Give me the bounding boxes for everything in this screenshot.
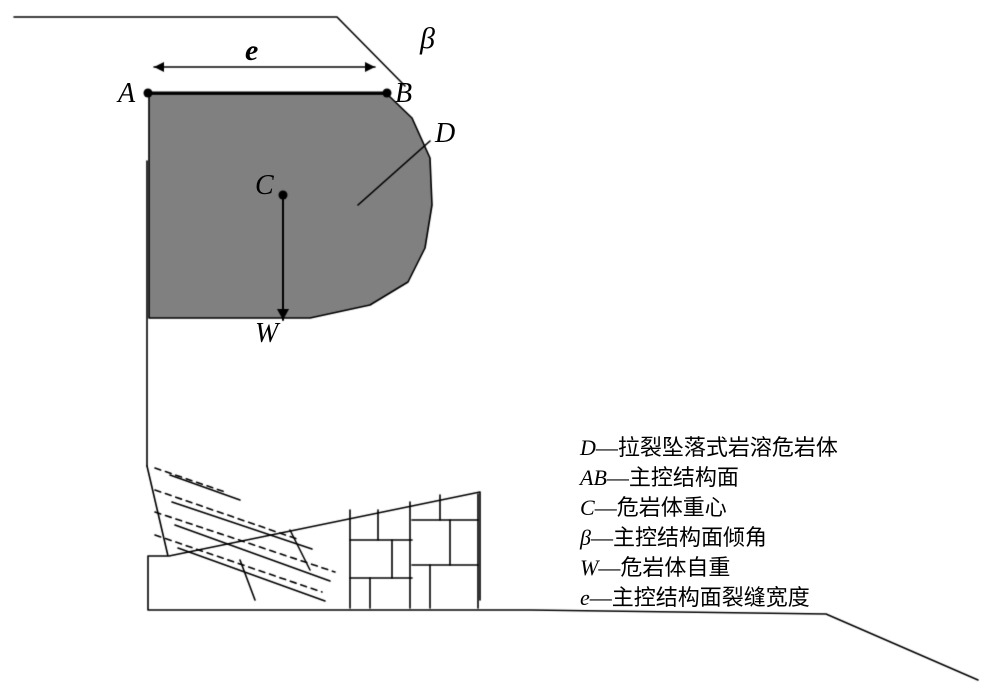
- legend-item: W—危岩体自重: [580, 550, 730, 582]
- label-e: e: [245, 34, 258, 68]
- legend-item: β—主控结构面倾角: [580, 520, 767, 552]
- legend-item: AB—主控结构面: [580, 460, 739, 492]
- label-A: A: [118, 78, 135, 110]
- label-W: W: [255, 318, 278, 350]
- legend-symbol: C: [580, 495, 595, 520]
- legend-text: —危岩体自重: [598, 555, 730, 580]
- label-C: C: [255, 170, 274, 202]
- legend-text: —主控结构面: [607, 465, 739, 490]
- legend-symbol: AB: [580, 465, 607, 490]
- legend-item: C—危岩体重心: [580, 490, 727, 522]
- diagram-canvas: [0, 0, 1000, 683]
- legend-symbol: W: [580, 555, 598, 580]
- legend-item: D—拉裂坠落式岩溶危岩体: [580, 430, 838, 462]
- label-D: D: [435, 118, 455, 150]
- label-B: B: [395, 78, 412, 110]
- legend-symbol: β: [580, 525, 591, 550]
- label-beta: β: [420, 22, 435, 56]
- legend-text: —拉裂坠落式岩溶危岩体: [596, 435, 838, 460]
- legend-item: e—主控结构面裂缝宽度: [580, 580, 810, 612]
- legend-symbol: D: [580, 435, 596, 460]
- legend-text: —主控结构面倾角: [591, 525, 767, 550]
- legend-text: —危岩体重心: [595, 495, 727, 520]
- legend-symbol: e: [580, 585, 590, 610]
- legend-text: —主控结构面裂缝宽度: [590, 585, 810, 610]
